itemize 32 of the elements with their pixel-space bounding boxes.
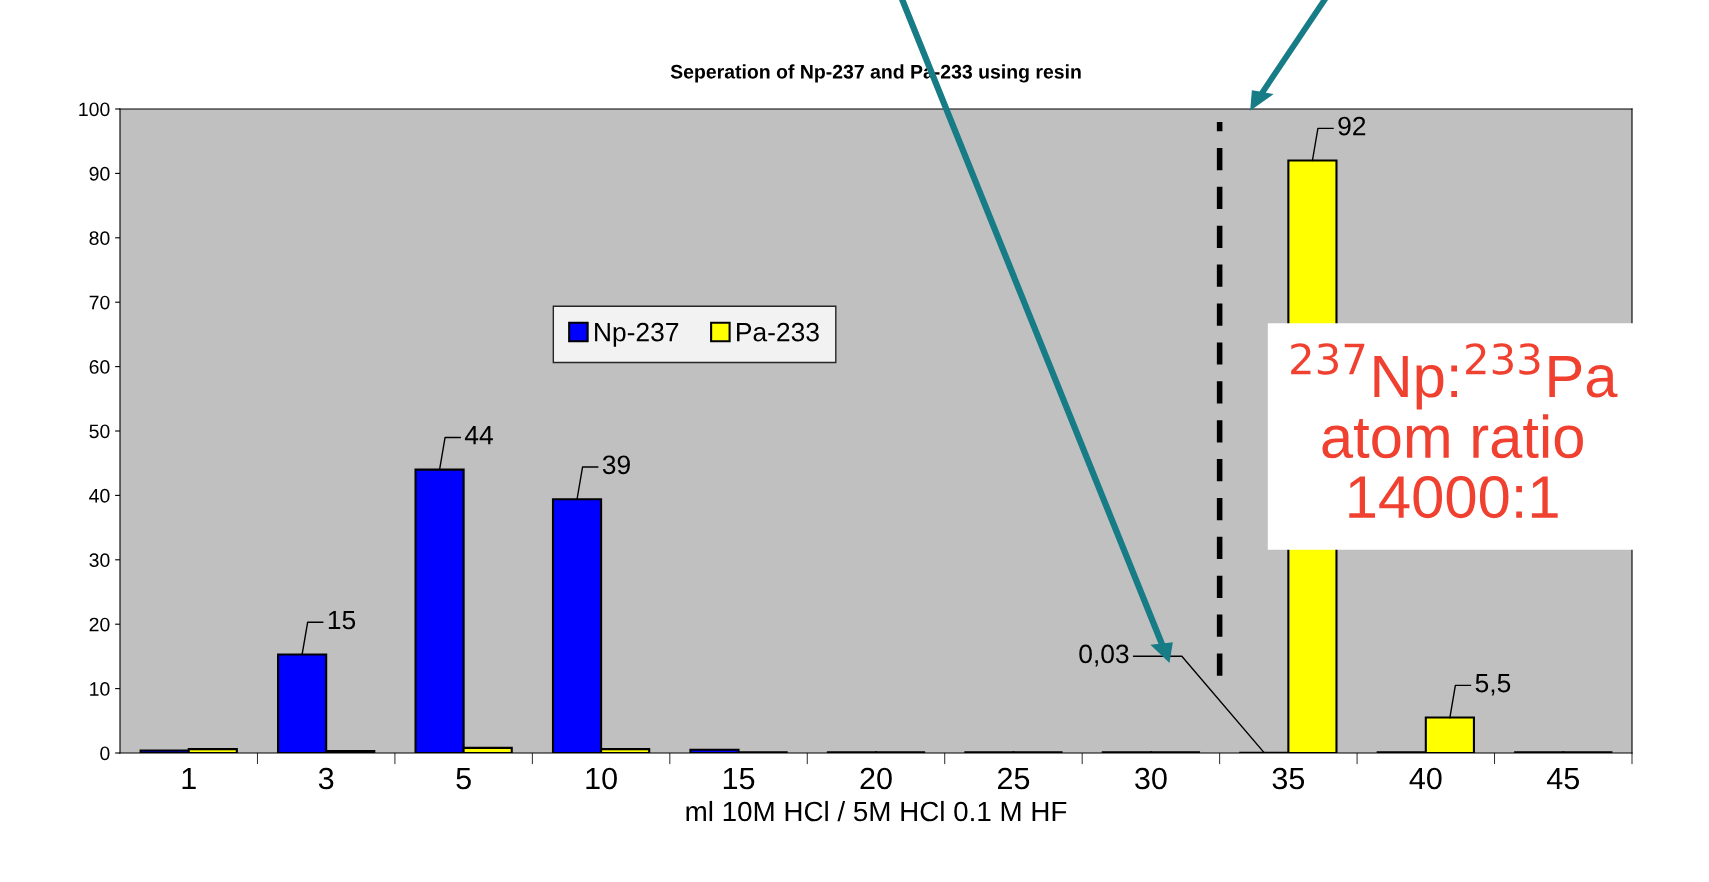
x-tick-label: 15 — [723, 768, 755, 790]
data-label: 15 — [328, 610, 356, 630]
y-tick-label: 0 — [100, 746, 110, 761]
x-tick-label: 5 — [456, 768, 471, 790]
data-label: 44 — [464, 426, 493, 445]
x-axis-title: ml 10M HCl / 5M HCl 0.1 M HF — [686, 800, 1067, 822]
x-tick-label: 3 — [318, 767, 334, 790]
y-tick-label: 30 — [89, 553, 110, 568]
x-tick-label: 35 — [1272, 767, 1305, 790]
y-tick-label: 70 — [89, 295, 110, 310]
x-tick-label: 20 — [860, 767, 892, 790]
data-label: 5,5 — [1475, 674, 1511, 696]
y-tick-label: 100 — [79, 102, 110, 117]
x-tick-label: 1 — [182, 768, 196, 790]
x-tick-label: 10 — [586, 767, 617, 790]
data-label: 39 — [602, 455, 630, 475]
x-tick-label: 45 — [1546, 768, 1579, 790]
y-tick-label: 60 — [89, 360, 110, 374]
y-tick-label: 20 — [89, 617, 110, 632]
annotation: $^{237}$Np:$^{233}$Pa atom ratio 14000:1 — [1291, 343, 1618, 519]
y-tick-label: 10 — [90, 682, 110, 696]
x-tick-label: 30 — [1135, 767, 1167, 790]
y-tick-label: 80 — [89, 231, 110, 246]
legend-label: Np-237 — [595, 322, 679, 347]
x-tick-label: 25 — [998, 767, 1030, 790]
y-tick-label: 90 — [89, 166, 110, 181]
y-tick-label: 50 — [89, 424, 110, 439]
y-tick-label: 40 — [89, 488, 110, 503]
data-label: 0,03 — [1079, 644, 1129, 667]
data-label: 92 — [1338, 116, 1366, 136]
legend-label: Pa-233 — [737, 322, 819, 342]
x-tick-label: 40 — [1409, 767, 1442, 790]
